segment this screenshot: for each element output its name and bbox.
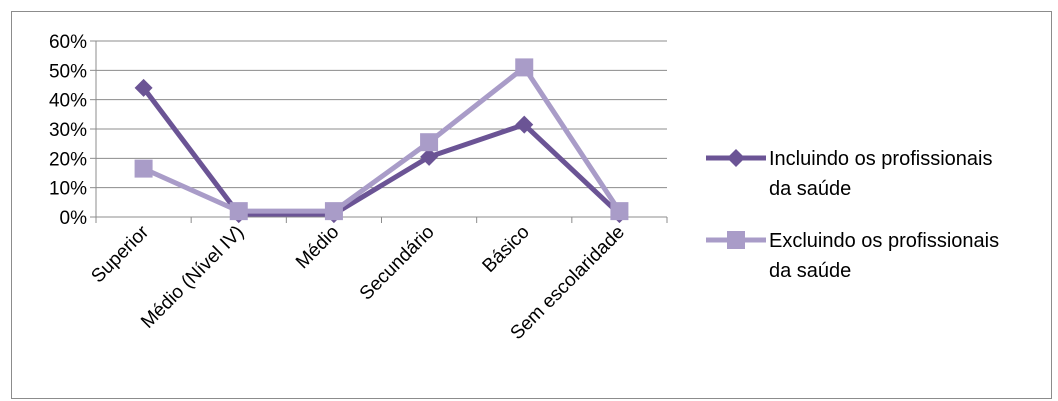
series-line-incluindo: [141, 86, 622, 217]
legend-label-excluindo-line2: da saúde: [769, 260, 851, 282]
y-tick-label-50: 50%: [49, 61, 87, 82]
y-tick-label-60: 60%: [49, 32, 87, 53]
series-layer: [134, 58, 629, 224]
y-axis-tick-labels: 0% 10% 20% 30% 40% 50% 60%: [49, 32, 87, 229]
legend-label-incluindo-line2: da saúde: [769, 178, 851, 200]
point-excluindo-sem-escolaridade: [610, 202, 629, 221]
legend: Incluindo os profissionais da saúde Excl…: [706, 148, 999, 282]
y-tick-label-30: 30%: [49, 120, 87, 141]
legend-marker-incluindo: [727, 149, 745, 167]
y-tick-label-40: 40%: [49, 91, 87, 112]
legend-label-excluindo-line1: Excluindo os profissionais: [769, 230, 999, 252]
series-line-excluindo: [142, 63, 622, 214]
point-excluindo-basico: [515, 58, 534, 77]
axes: [90, 40, 668, 223]
point-incluindo-basico: [515, 115, 534, 134]
point-excluindo-medio-nivel-iv: [229, 202, 248, 221]
point-excluindo-medio: [324, 202, 343, 221]
point-incluindo-secundario: [420, 147, 439, 166]
y-tick-label-0: 0%: [60, 208, 88, 229]
legend-marker-excluindo: [727, 231, 745, 249]
point-excluindo-superior: [134, 159, 153, 178]
legend-label-incluindo-line1: Incluindo os profissionais: [769, 148, 992, 170]
point-excluindo-secundario: [420, 133, 439, 152]
y-tick-label-10: 10%: [49, 179, 87, 200]
point-incluindo-superior: [134, 78, 153, 97]
y-tick-label-20: 20%: [49, 149, 87, 170]
